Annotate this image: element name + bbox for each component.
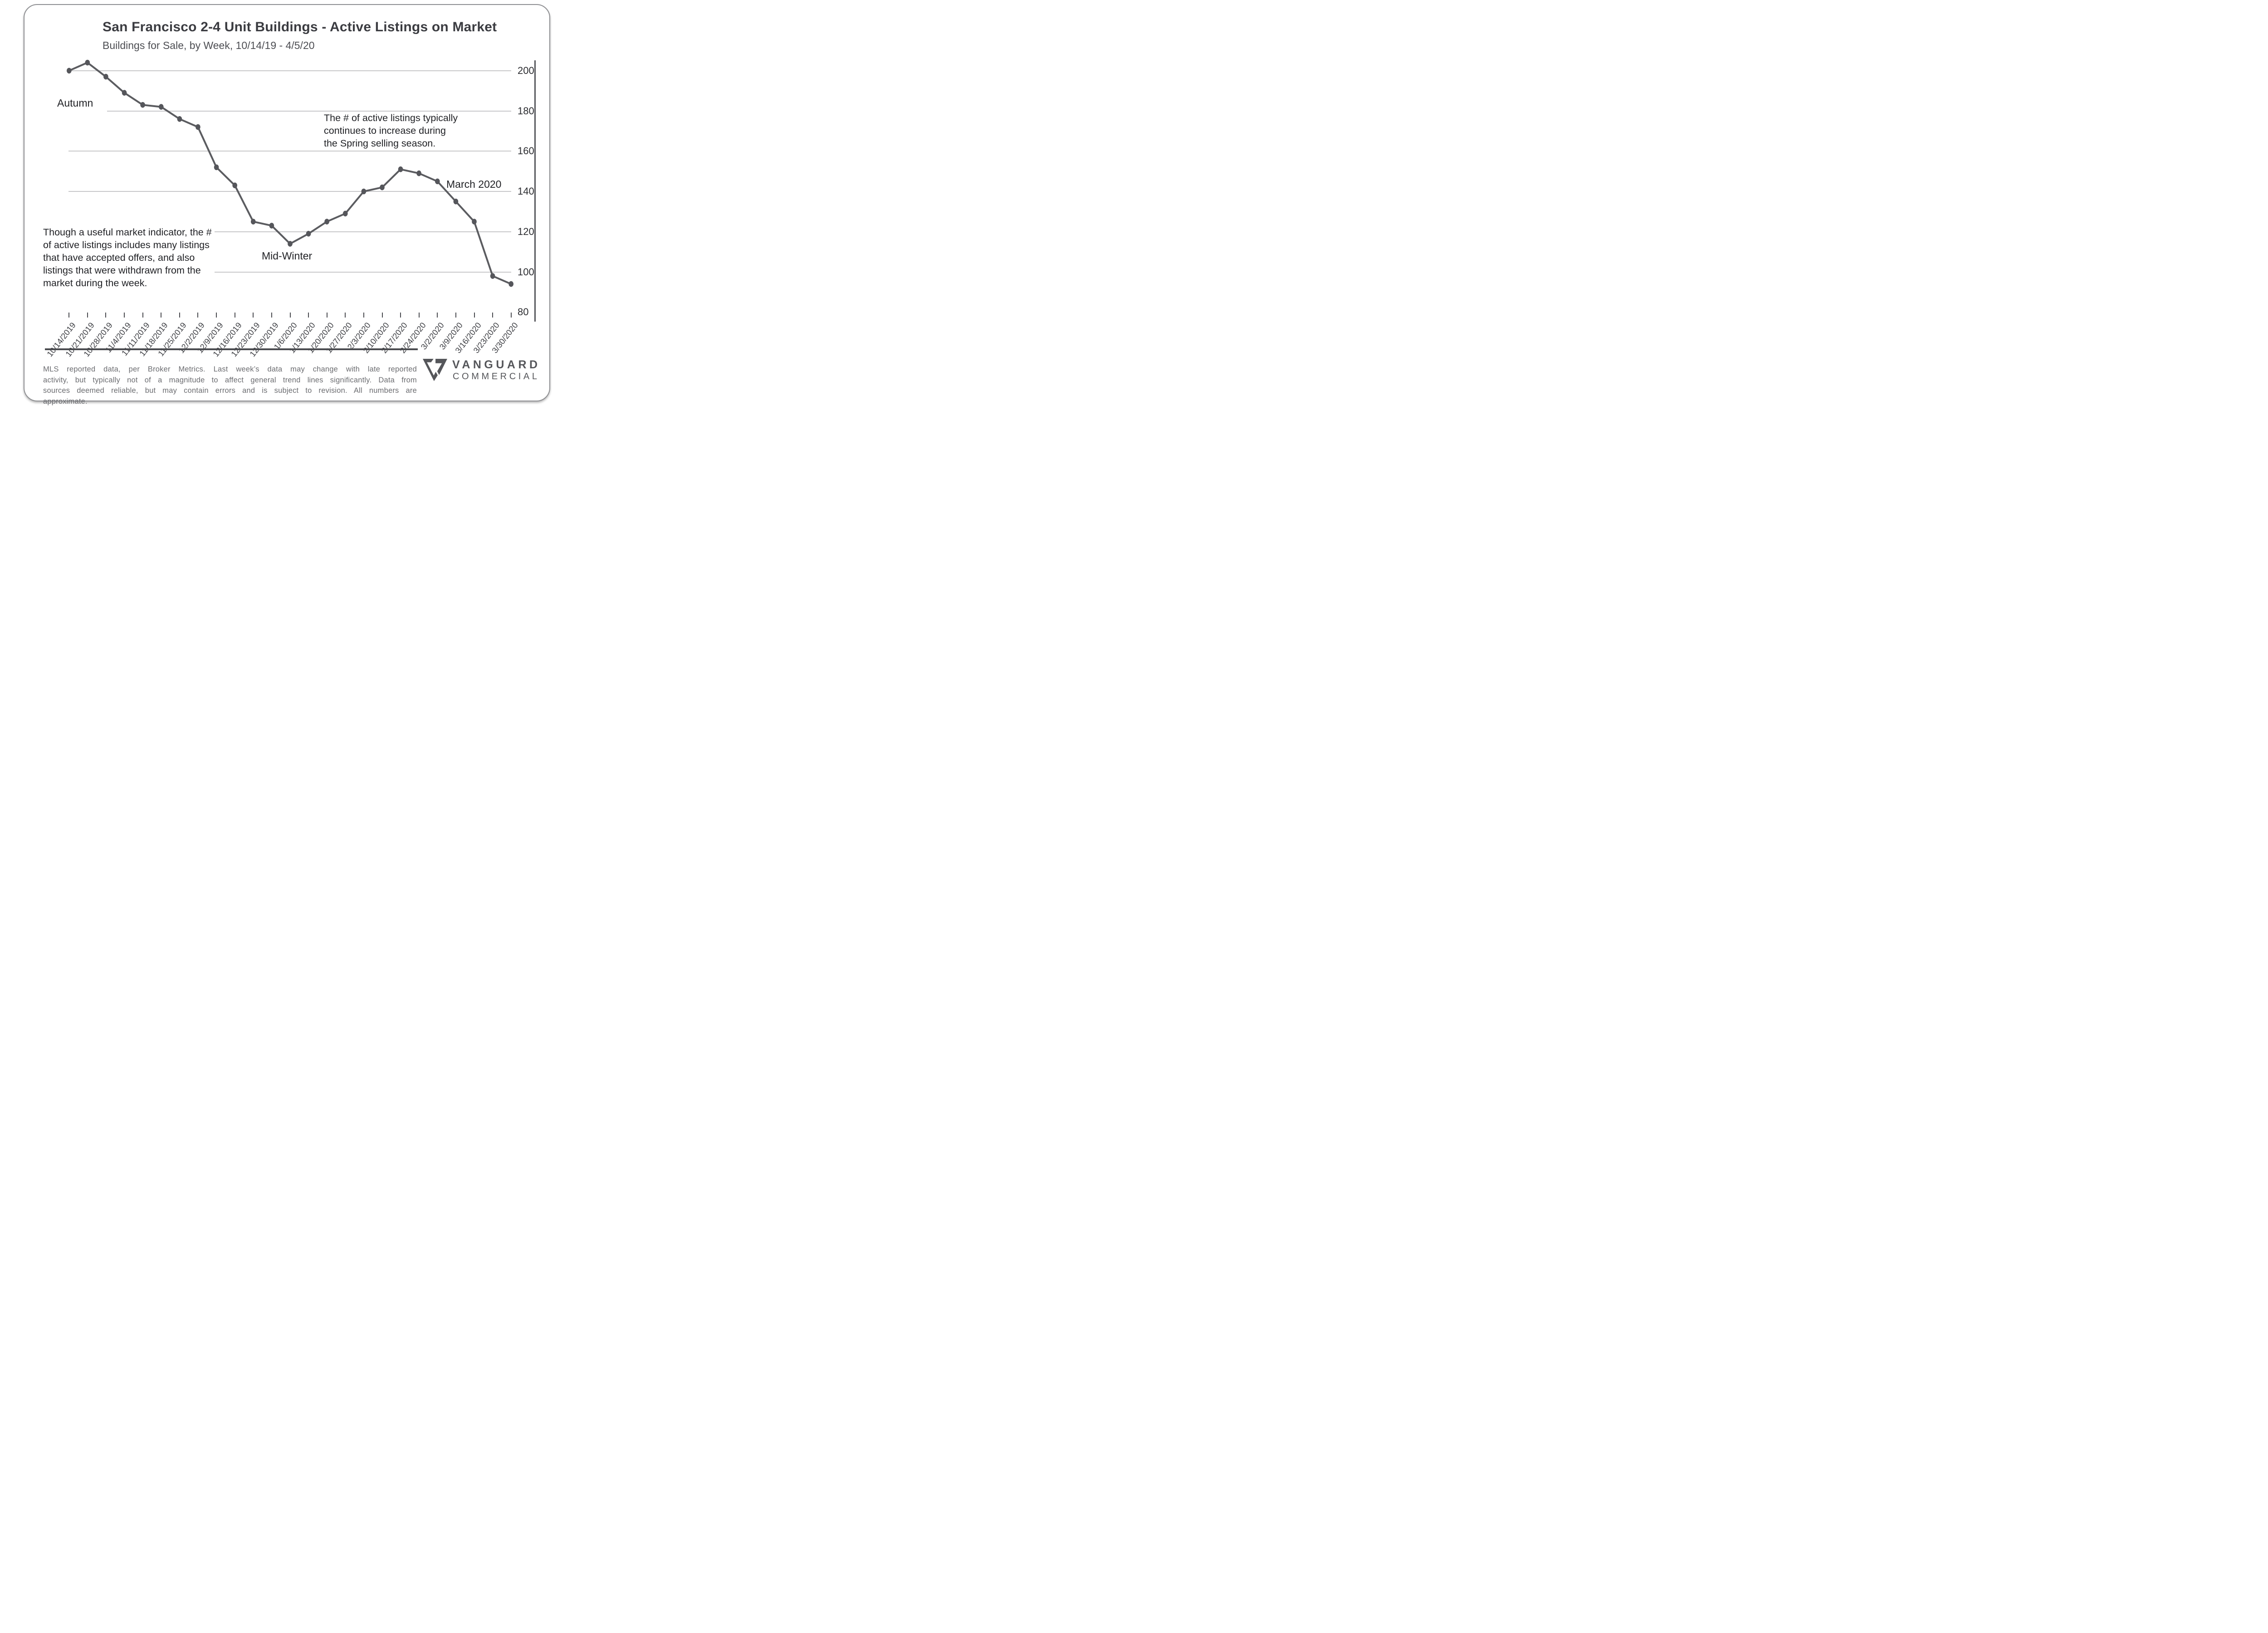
y-axis-label-140: 140: [518, 186, 534, 197]
data-point: [435, 178, 440, 185]
data-point: [122, 90, 127, 96]
y-axis-label-80: 80: [518, 306, 529, 318]
logo-word-commercial: COMMERCIAL: [453, 372, 540, 381]
data-point: [251, 219, 256, 225]
data-point: [398, 166, 403, 172]
x-tick: [289, 313, 291, 318]
data-point: [214, 164, 219, 171]
y-axis-line: [534, 60, 536, 322]
data-point: [416, 170, 421, 176]
data-point: [490, 273, 495, 279]
x-tick: [87, 313, 88, 318]
x-tick: [437, 313, 438, 318]
x-tick: [124, 313, 125, 318]
x-tick: [105, 313, 107, 318]
y-axis-label-100: 100: [518, 266, 534, 278]
gridline-140: [68, 191, 511, 192]
y-axis-label-200: 200: [518, 64, 534, 76]
x-tick: [216, 313, 217, 318]
data-point: [324, 219, 329, 225]
x-tick: [510, 313, 512, 318]
annotation-mid-winter: Mid-Winter: [262, 250, 313, 262]
annotation-spring-note: The # of active listings typically conti…: [324, 112, 458, 149]
data-point: [232, 182, 237, 189]
annotation-indicator-note: Though a useful market indicator, the # …: [43, 226, 215, 289]
chart-card: San Francisco 2-4 Unit Buildings - Activ…: [24, 4, 550, 406]
x-tick: [142, 313, 143, 318]
x-tick: [197, 313, 199, 318]
annotation-autumn: Autumn: [57, 97, 93, 109]
x-tick: [68, 313, 70, 318]
x-tick: [474, 313, 475, 318]
y-axis-label-160: 160: [518, 145, 534, 157]
data-point: [159, 104, 164, 110]
chart-title: San Francisco 2-4 Unit Buildings - Activ…: [103, 20, 497, 34]
data-point: [453, 198, 459, 205]
x-tick: [271, 313, 272, 318]
data-point: [177, 116, 182, 122]
chart-subtitle: Buildings for Sale, by Week, 10/14/19 - …: [103, 39, 315, 51]
gridline-160: [68, 151, 511, 152]
data-point: [140, 102, 145, 108]
x-tick: [400, 313, 401, 318]
data-point: [508, 281, 513, 287]
x-tick: [253, 313, 254, 318]
chart-plot-area: 200 180 160 140 120 100 80 10/14/2019 10/21/2019…: [24, 5, 549, 401]
vanguard-commercial-logo: VANGUARD COMMERCIAL: [423, 357, 554, 385]
data-point: [472, 219, 477, 225]
data-point: [196, 124, 200, 130]
logo-word-vanguard: VANGUARD: [452, 358, 541, 371]
data-point: [269, 223, 274, 229]
data-point: [103, 73, 108, 80]
x-tick: [418, 313, 420, 318]
y-axis-label-180: 180: [518, 105, 534, 117]
gridline-200: [69, 70, 511, 71]
data-point: [380, 184, 385, 191]
footer-disclaimer: MLS reported data, per Broker Metrics. L…: [43, 365, 417, 406]
x-tick: [492, 313, 494, 318]
x-tick: [345, 313, 346, 318]
x-tick: [308, 313, 309, 318]
annotation-march-2020: March 2020: [446, 178, 502, 190]
vanguard-logo-mark-icon: [423, 359, 447, 381]
x-tick: [179, 313, 180, 318]
footer-divider: [45, 348, 418, 350]
page: San Francisco 2-4 Unit Buildings - Activ…: [0, 0, 578, 408]
x-tick: [381, 313, 383, 318]
x-tick: [455, 313, 456, 318]
data-point: [343, 210, 348, 217]
x-tick: [363, 313, 364, 318]
data-point: [85, 59, 90, 66]
data-point: [288, 241, 293, 247]
y-axis-label-120: 120: [518, 225, 534, 237]
